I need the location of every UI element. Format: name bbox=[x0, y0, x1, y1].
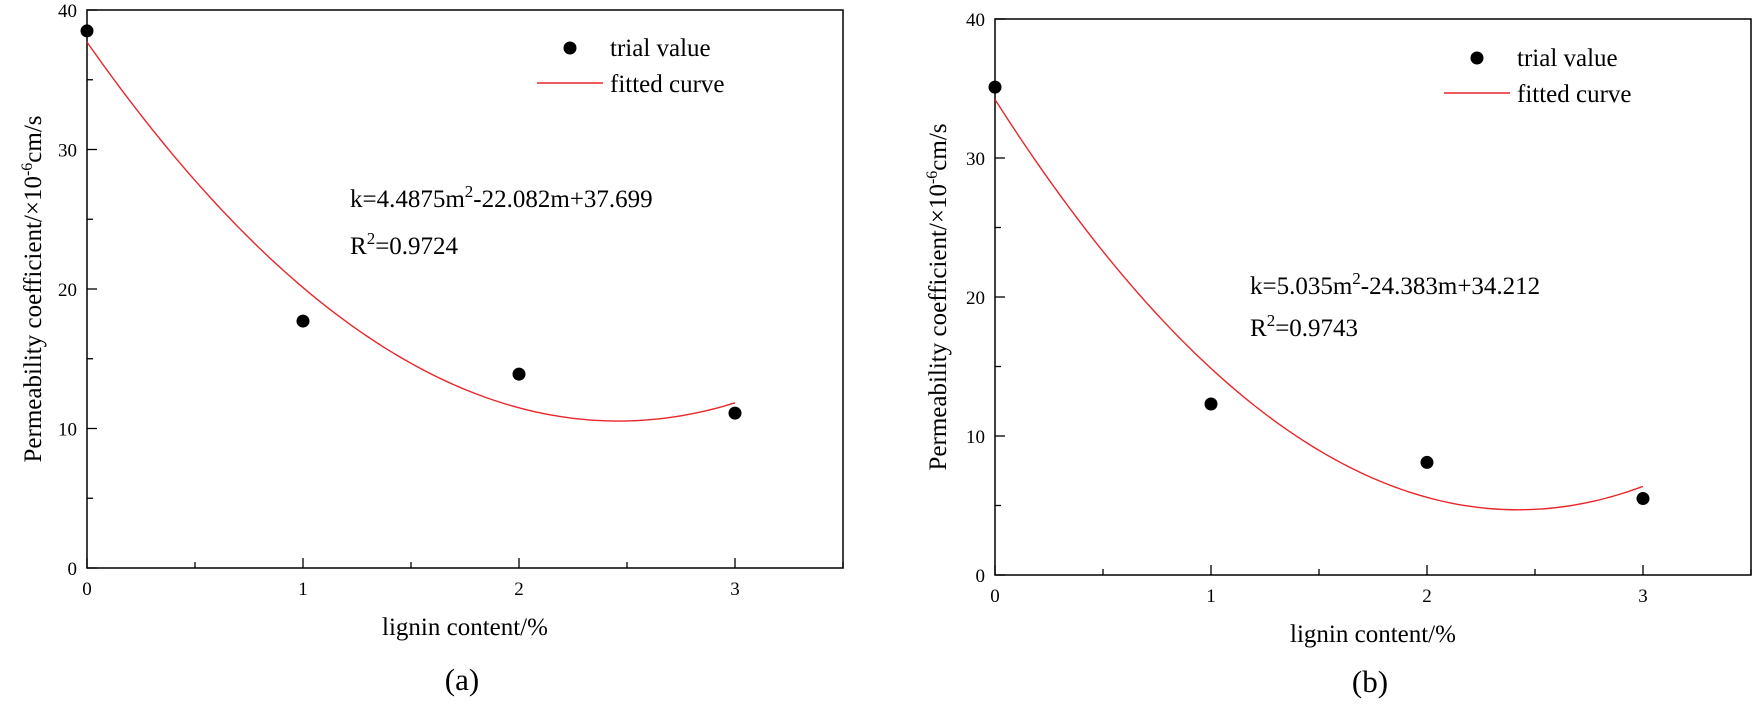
x-tick-label: 2 bbox=[1422, 586, 1432, 607]
legend-label-fitted-curve: fitted curve bbox=[1517, 81, 1632, 108]
y-tick-label: 20 bbox=[966, 288, 985, 309]
y-tick-label: 40 bbox=[966, 10, 985, 31]
x-tick-label: 1 bbox=[298, 579, 308, 600]
fitted-curve-line bbox=[86, 41, 736, 422]
trial-value-point bbox=[1636, 492, 1650, 506]
r-squared-value: R2=0.9724 bbox=[350, 229, 459, 260]
plot-frame bbox=[86, 9, 844, 569]
x-axis-label: lignin content/% bbox=[382, 614, 548, 641]
y-tick-label: 10 bbox=[58, 420, 77, 441]
trial-value-point bbox=[512, 367, 526, 381]
legend-label-trial-value: trial value bbox=[610, 35, 711, 62]
legend-marker-icon bbox=[1470, 51, 1484, 65]
y-tick-label: 20 bbox=[58, 280, 77, 301]
y-tick-label: 30 bbox=[966, 149, 985, 170]
x-tick-label: 2 bbox=[514, 579, 524, 600]
x-tick-label: 0 bbox=[82, 579, 92, 600]
x-tick-label: 0 bbox=[990, 586, 1000, 607]
trial-value-point bbox=[1204, 397, 1218, 411]
x-tick-label: 1 bbox=[1206, 586, 1216, 607]
y-tick-label: 40 bbox=[58, 1, 77, 22]
trial-value-point bbox=[296, 314, 310, 328]
y-tick-label: 30 bbox=[58, 141, 77, 162]
fit-equation: k=5.035m2-24.383m+34.212 bbox=[1250, 269, 1540, 300]
y-tick-label: 0 bbox=[68, 559, 78, 580]
trial-value-point bbox=[728, 406, 742, 420]
legend-label-fitted-curve: fitted curve bbox=[610, 71, 725, 98]
y-axis-label: Permeability coefficient/×10-6cm/s bbox=[19, 115, 47, 462]
x-tick-label: 3 bbox=[1638, 586, 1648, 607]
trial-value-point bbox=[1420, 455, 1434, 469]
trial-value-point bbox=[988, 80, 1002, 94]
panel-caption: (b) bbox=[1352, 664, 1388, 699]
fit-equation: k=4.4875m2-22.082m+37.699 bbox=[350, 182, 653, 213]
y-tick-label: 0 bbox=[976, 566, 986, 587]
fitted-curve-line bbox=[994, 99, 1644, 511]
y-axis-label: Permeability coefficient/×10-6cm/s bbox=[924, 123, 952, 470]
legend: trial value fitted curve bbox=[537, 35, 725, 98]
x-tick-label: 3 bbox=[730, 579, 740, 600]
r-squared-value: R2=0.9743 bbox=[1250, 311, 1358, 342]
x-axis-label: lignin content/% bbox=[1290, 621, 1456, 648]
trial-value-point bbox=[80, 24, 94, 38]
panel-caption: (a) bbox=[445, 662, 479, 697]
legend-marker-icon bbox=[563, 41, 577, 55]
legend-label-trial-value: trial value bbox=[1517, 45, 1618, 72]
y-tick-label: 10 bbox=[966, 427, 985, 448]
legend: trial value fitted curve bbox=[1444, 45, 1632, 108]
